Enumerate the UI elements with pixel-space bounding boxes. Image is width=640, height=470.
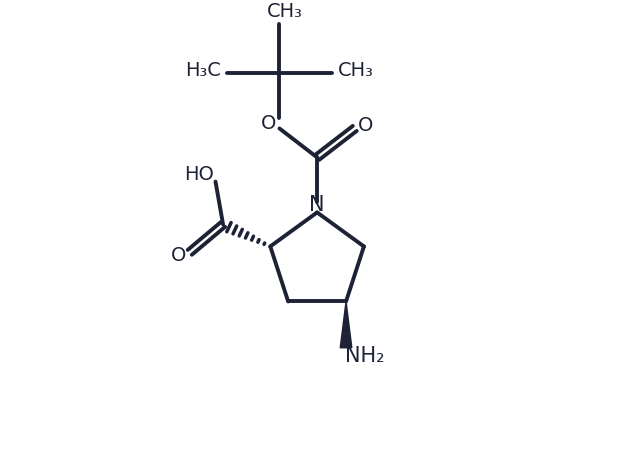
Text: NH₂: NH₂ <box>345 346 385 367</box>
Text: O: O <box>170 246 186 265</box>
Text: O: O <box>261 114 276 133</box>
Text: CH₃: CH₃ <box>268 2 303 21</box>
Text: H₃C: H₃C <box>185 61 221 80</box>
Text: HO: HO <box>184 165 214 184</box>
Text: N: N <box>309 195 325 215</box>
Polygon shape <box>340 301 352 348</box>
Text: CH₃: CH₃ <box>338 61 374 80</box>
Text: O: O <box>358 116 373 135</box>
